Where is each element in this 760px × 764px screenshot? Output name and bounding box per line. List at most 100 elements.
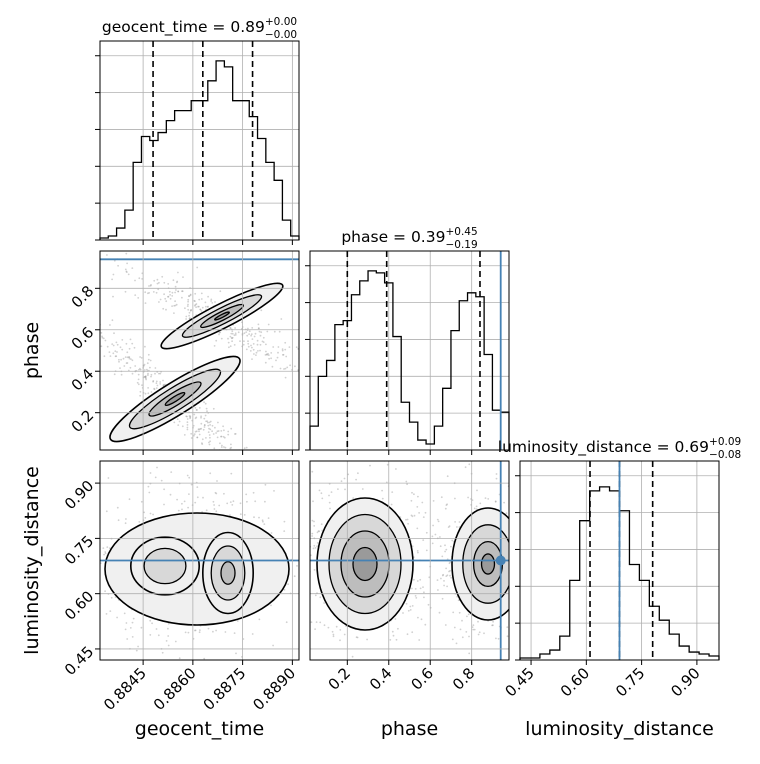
sample-point [278, 330, 281, 333]
sample-point [505, 512, 508, 515]
sample-point [339, 629, 342, 631]
sample-point [245, 493, 248, 496]
sample-point [162, 384, 165, 387]
sample-point [575, 652, 577, 654]
sample-point [549, 531, 551, 533]
grid-geocent_time-vs-phase [100, 251, 299, 450]
sample-point [231, 340, 234, 343]
sample-point [284, 341, 287, 344]
sample-point [75, 309, 77, 311]
sample-point [229, 501, 232, 503]
sample-point [147, 392, 150, 395]
sample-point [118, 358, 120, 361]
sample-point [209, 424, 212, 426]
sample-point [90, 326, 92, 328]
tick-label-x-phase: 0.8 [449, 664, 479, 694]
sample-point [248, 333, 251, 335]
sample-point [176, 281, 178, 284]
sample-point [237, 331, 240, 334]
sample-point [253, 353, 255, 355]
sample-point [136, 381, 139, 384]
sample-point [233, 334, 236, 337]
sample-point [148, 491, 151, 494]
sample-point [149, 366, 151, 369]
sample-point [104, 552, 107, 555]
sample-point [124, 356, 127, 358]
sample-point [115, 355, 118, 358]
sample-point [73, 319, 75, 321]
sample-point [273, 490, 275, 492]
sample-point [229, 475, 231, 477]
sample-point [230, 446, 233, 449]
sample-point [206, 420, 209, 423]
sample-point [169, 493, 172, 496]
sample-point [416, 550, 419, 552]
tick-label-x-geocent_time: 0.8890 [249, 664, 299, 714]
sample-point [123, 612, 126, 615]
sample-point [193, 413, 196, 416]
axis-label-y-luminosity_distance: luminosity_distance [21, 466, 43, 655]
title-sub: −0.08 [709, 449, 741, 461]
sample-point [132, 617, 135, 620]
sample-point [258, 469, 260, 471]
sample-point [337, 488, 339, 490]
sample-point [178, 657, 181, 660]
sample-point [428, 576, 431, 579]
sample-point [222, 457, 224, 459]
sample-point [128, 357, 131, 360]
sample-point [144, 375, 147, 378]
sample-point [181, 290, 184, 293]
sample-point [303, 578, 305, 580]
sample-point [344, 488, 346, 491]
sample-point [128, 356, 131, 358]
sample-point [149, 284, 152, 287]
sample-point [202, 496, 204, 499]
sample-point [258, 618, 261, 621]
sample-point [103, 553, 105, 556]
sample-point [208, 427, 210, 430]
hist-step-phase [309, 270, 510, 450]
sample-point [442, 573, 445, 576]
density-phase-vs-luminosity_distance [303, 461, 577, 658]
sample-point [124, 290, 127, 293]
sample-point [209, 440, 212, 443]
sample-point [347, 473, 350, 476]
sample-point [114, 350, 117, 353]
sample-point [167, 635, 170, 637]
sample-point [181, 425, 184, 428]
sample-point [200, 310, 203, 312]
sample-point [275, 359, 277, 362]
sample-point [391, 630, 394, 633]
sample-point [458, 611, 461, 614]
sample-point [125, 252, 128, 255]
sample-point [234, 433, 236, 435]
sample-point [206, 410, 208, 413]
sample-point [223, 436, 226, 439]
sample-point [173, 421, 176, 424]
sample-point [89, 564, 91, 566]
sample-point [446, 475, 449, 478]
sample-point [284, 367, 287, 370]
sample-point [82, 470, 84, 472]
sample-point [137, 373, 140, 376]
sample-point [252, 343, 255, 345]
sample-point [445, 548, 448, 551]
sample-point [188, 314, 191, 317]
sample-point [106, 546, 109, 548]
sample-point [219, 442, 221, 445]
sample-point [181, 296, 183, 299]
sample-point [264, 483, 267, 486]
sample-point [335, 625, 338, 628]
sample-point [239, 469, 241, 471]
sample-point [196, 436, 199, 439]
sample-point [203, 426, 206, 428]
sample-point [250, 344, 252, 347]
sample-point [213, 504, 216, 506]
sample-point [306, 584, 308, 586]
sample-point [270, 475, 272, 477]
sample-point [203, 657, 206, 660]
tick-label-y-luminosity_distance: 0.75 [61, 532, 97, 568]
sample-point [296, 565, 298, 567]
tick-label-x-luminosity_distance: 0.90 [667, 664, 703, 700]
sample-point [443, 584, 445, 587]
